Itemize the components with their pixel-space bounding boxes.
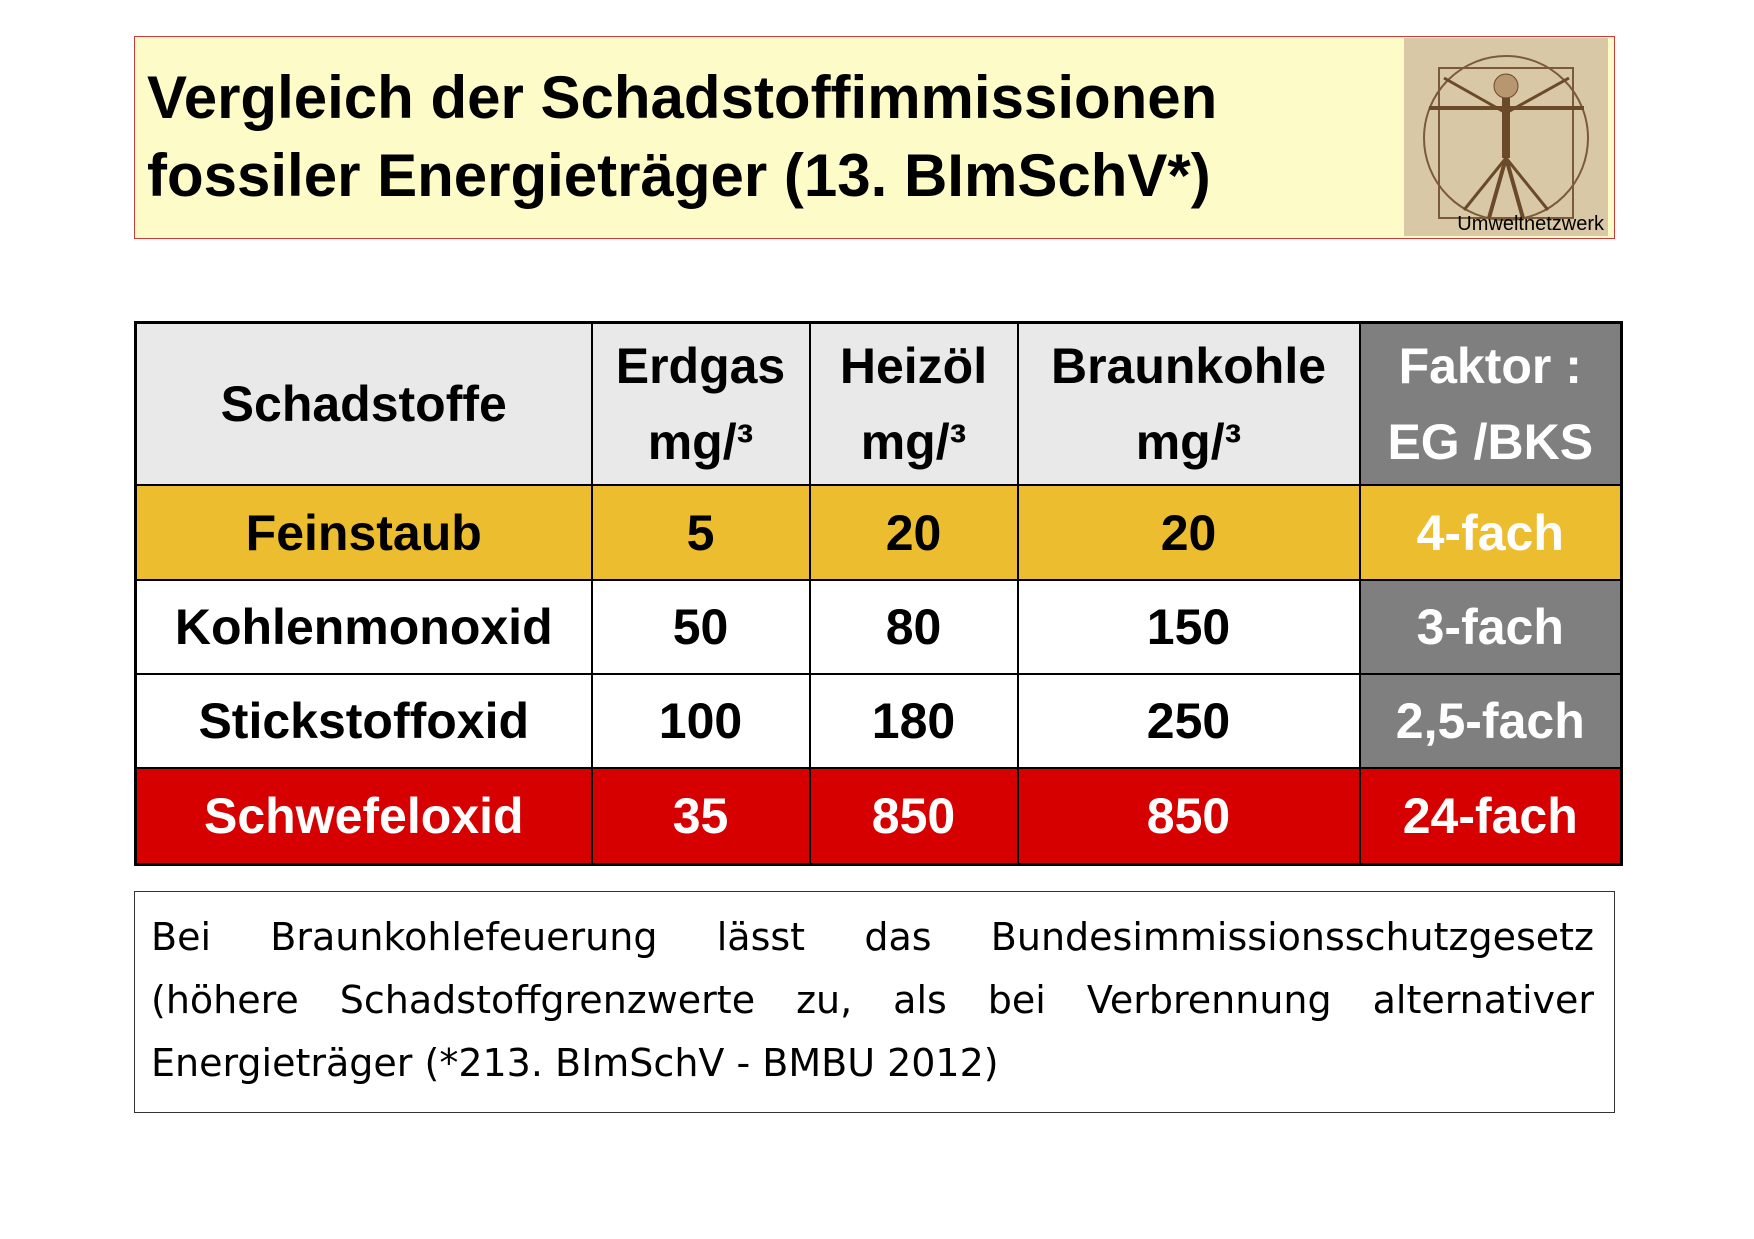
cell-text: 4-fach [1416, 504, 1564, 561]
table: Schadstoffe Erdgas mg/³ Heizöl mg/³ Braunkohl… [134, 321, 1623, 866]
header-text: Braunkohle [1050, 338, 1327, 394]
table-cell: 50 [590, 579, 811, 675]
header-text: Schadstoffe [220, 376, 507, 432]
header-text: EG /BKS [1387, 414, 1594, 470]
cell-text: Stickstoffoxid [198, 693, 530, 749]
table-cell: 3-fach [1358, 579, 1623, 675]
table-cell: Feinstaub [134, 484, 593, 581]
header-cell: Schadstoffe [134, 321, 593, 486]
table-cell: 180 [808, 673, 1019, 769]
table-cell: Kohlenmonoxid [134, 579, 593, 675]
cell-text: 850 [1146, 788, 1231, 844]
table-cell: 20 [1016, 484, 1361, 581]
cell-text: 150 [1146, 599, 1231, 655]
table-row: Stickstoffoxid 100 180 250 2,5-fach [134, 673, 1623, 769]
table-cell: 2,5-fach [1358, 673, 1623, 769]
cell-text: 24-fach [1402, 788, 1578, 844]
title-box: Vergleich der Schadstoffimmissionen foss… [134, 36, 1615, 239]
table-cell: 35 [590, 767, 811, 866]
table-cell: 850 [808, 767, 1019, 866]
cell-text: 20 [885, 504, 942, 561]
title-line: fossiler Energieträger (13. BImSchV*) [147, 142, 1211, 209]
note-line: Energieträger (*213. BImSchV - BMBU 2012… [151, 1041, 999, 1085]
cell-text: 180 [871, 693, 956, 749]
cell-text: 5 [686, 504, 715, 561]
table-cell: 100 [590, 673, 811, 769]
image-caption: Umweltnetzwerk [1457, 213, 1604, 235]
table-cell: 80 [808, 579, 1019, 675]
title-line: Vergleich der Schadstoffimmissionen [147, 64, 1218, 131]
vitruvian-image [1404, 38, 1608, 236]
cell-text: 2,5-fach [1395, 693, 1585, 749]
cell-text: 80 [885, 599, 942, 655]
cell-text: 35 [672, 788, 729, 844]
header-cell: Heizöl mg/³ [808, 321, 1019, 486]
table-cell: Stickstoffoxid [134, 673, 593, 769]
table-cell: 20 [808, 484, 1019, 581]
header-cell: Faktor : EG /BKS [1358, 321, 1623, 486]
note-line: Bei Braunkohlefeuerung lässt das Bundesi… [151, 915, 1594, 959]
table-cell: 5 [590, 484, 811, 581]
cell-text: Feinstaub [245, 504, 482, 561]
header-text: mg/³ [647, 414, 754, 470]
table-cell: 4-fach [1358, 484, 1623, 581]
cell-text: 20 [1160, 504, 1217, 561]
cell-text: Schwefeloxid [203, 788, 524, 844]
cell-text: 250 [1146, 693, 1231, 749]
header-text: Heizöl [839, 338, 988, 394]
note-line: (höhere Schadstoffgrenzwerte zu, als bei… [151, 978, 1594, 1022]
cell-text: 850 [871, 788, 956, 844]
cell-text: Kohlenmonoxid [174, 599, 553, 655]
table-cell: 150 [1016, 579, 1361, 675]
cell-text: 3-fach [1416, 599, 1564, 655]
table-row: Kohlenmonoxid 50 80 150 3-fach [134, 579, 1623, 675]
note: Bei Braunkohlefeuerung lässt das Bundesi… [134, 891, 1615, 1113]
table-row: Feinstaub 5 20 20 4-fach [134, 484, 1623, 581]
header-text: Erdgas [615, 338, 786, 394]
cell-text: 100 [658, 693, 743, 749]
header-text: mg/³ [860, 414, 967, 470]
header-cell: Braunkohle mg/³ [1016, 321, 1361, 486]
table-cell: 850 [1016, 767, 1361, 866]
table-cell: 24-fach [1358, 767, 1623, 866]
header-cell: Erdgas mg/³ [590, 321, 811, 486]
table-row: Schwefeloxid 35 850 850 24-fach [134, 767, 1623, 866]
cell-text: 50 [672, 599, 729, 655]
table-cell: Schwefeloxid [134, 767, 593, 866]
header-row: Schadstoffe Erdgas mg/³ Heizöl mg/³ Braunkohl… [134, 321, 1623, 486]
title: Vergleich der Schadstoffimmissionen foss… [147, 59, 1217, 215]
header-text: Faktor : [1398, 338, 1582, 394]
table-cell: 250 [1016, 673, 1361, 769]
header-text: mg/³ [1135, 414, 1242, 470]
